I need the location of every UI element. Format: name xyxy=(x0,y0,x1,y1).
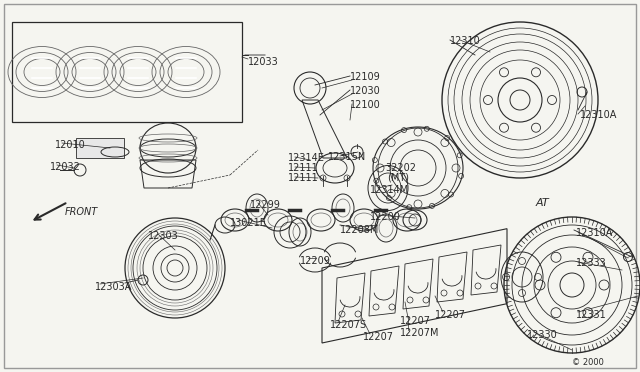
Text: 12303: 12303 xyxy=(148,231,179,241)
Text: 12111: 12111 xyxy=(288,163,319,173)
Text: 12030: 12030 xyxy=(350,86,381,96)
Text: 12315N: 12315N xyxy=(328,152,366,162)
Text: 12208M: 12208M xyxy=(340,225,380,235)
Text: 12100: 12100 xyxy=(350,100,381,110)
Text: 12333: 12333 xyxy=(576,258,607,268)
Text: 12209: 12209 xyxy=(300,256,331,266)
Text: 12303A: 12303A xyxy=(95,282,132,292)
Text: 12032: 12032 xyxy=(50,162,81,172)
Text: 32202: 32202 xyxy=(385,163,416,173)
Text: 12111: 12111 xyxy=(288,173,319,183)
Text: 12207M: 12207M xyxy=(400,328,440,338)
Text: 13021E: 13021E xyxy=(230,218,267,228)
Text: 12033: 12033 xyxy=(248,57,279,67)
Text: 12331: 12331 xyxy=(576,310,607,320)
Bar xyxy=(12,22,242,122)
Text: 12310: 12310 xyxy=(450,36,481,46)
Text: (MT): (MT) xyxy=(387,172,409,182)
Text: 12310A: 12310A xyxy=(576,228,613,238)
Text: 12109: 12109 xyxy=(350,72,381,82)
Text: FRONT: FRONT xyxy=(65,207,99,217)
Text: AT: AT xyxy=(536,198,550,208)
Text: 12207: 12207 xyxy=(435,310,466,320)
Text: 12010: 12010 xyxy=(55,140,86,150)
Bar xyxy=(76,138,124,158)
Text: © 2000: © 2000 xyxy=(572,358,604,367)
Text: 12207: 12207 xyxy=(400,316,431,326)
Text: 12314M: 12314M xyxy=(370,185,409,195)
Text: 12200: 12200 xyxy=(370,212,401,222)
Text: 12330: 12330 xyxy=(527,330,557,340)
Text: 12207: 12207 xyxy=(363,332,394,342)
Text: 12310A: 12310A xyxy=(580,110,618,120)
Text: 12299: 12299 xyxy=(250,200,281,210)
Text: 12207S: 12207S xyxy=(330,320,367,330)
Text: 12314E: 12314E xyxy=(288,153,325,163)
